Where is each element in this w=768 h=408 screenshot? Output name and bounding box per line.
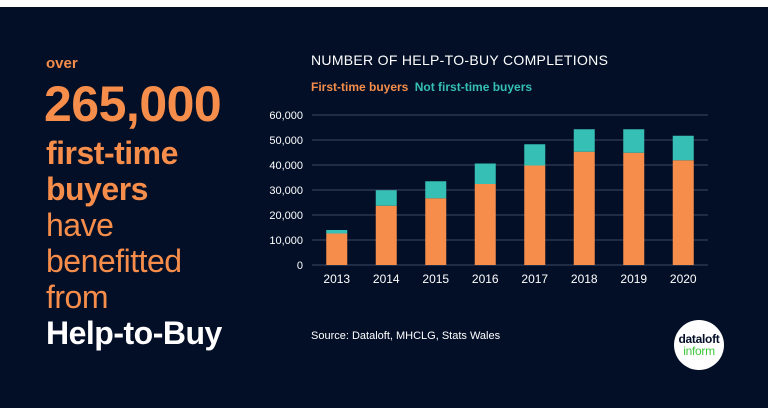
source-note: Source: Dataloft, MHCLG, Stats Wales [311,330,501,342]
y-tick-label: 30,000 [269,185,303,197]
bar-first-time-2017 [524,165,546,265]
bar-not-first-time-2018 [573,129,595,152]
y-tick-label: 10,000 [269,235,303,247]
chart-legend: First-time buyers Not first-time buyers [311,80,532,94]
x-tick-label: 2013 [323,272,350,286]
dataloft-logo: dataloft inform [674,320,724,370]
headline-line-2: buyers [46,171,148,207]
bar-first-time-2016 [474,184,496,265]
headline-number: 265,000 [44,76,222,132]
x-tick-label: 2017 [521,272,548,286]
legend-not-first-time: Not first-time buyers [414,80,533,94]
headline-over: over [46,55,78,72]
chart-title: NUMBER OF HELP-TO-BUY COMPLETIONS [311,52,609,68]
x-tick-label: 2015 [422,272,449,286]
y-tick-label: 50,000 [269,135,303,147]
stacked-bar-chart: 0 10,000 20,000 30,000 40,000 50,000 60,000 201… [269,110,708,286]
infographic-panel: over 265,000 first-time buyers have bene… [0,7,768,408]
x-tick-label: 2014 [373,272,400,286]
headline-line-4: benefitted [46,243,182,279]
legend-first-time: First-time buyers [311,80,409,94]
bar-not-first-time-2020 [672,135,694,161]
headline-line-6: Help-to-Buy [46,315,222,351]
bar-first-time-2013 [326,233,348,265]
logo-text-top: dataloft [678,332,720,346]
bar-not-first-time-2016 [474,163,496,184]
bar-not-first-time-2014 [375,190,397,206]
y-tick-label: 60,000 [269,110,303,122]
bar-first-time-2020 [672,160,694,265]
y-tick-label: 20,000 [269,210,303,222]
y-tick-label: 40,000 [269,160,303,172]
logo-text-bottom: inform [683,344,715,358]
headline-line-1: first-time [46,135,178,171]
bar-not-first-time-2015 [425,181,447,199]
bar-first-time-2014 [375,205,397,265]
bar-not-first-time-2017 [524,144,546,166]
bar-not-first-time-2013 [326,230,348,234]
x-tick-label: 2019 [620,272,647,286]
bar-first-time-2015 [425,198,447,265]
x-tick-label: 2016 [472,272,499,286]
x-tick-label: 2018 [571,272,598,286]
y-tick-label: 0 [297,260,303,272]
headline-line-5: from [46,279,109,315]
x-tick-label: 2020 [670,272,697,286]
bar-first-time-2018 [573,151,595,265]
bar-not-first-time-2019 [623,129,645,153]
bar-first-time-2019 [623,152,645,265]
headline-line-3: have [46,207,114,243]
